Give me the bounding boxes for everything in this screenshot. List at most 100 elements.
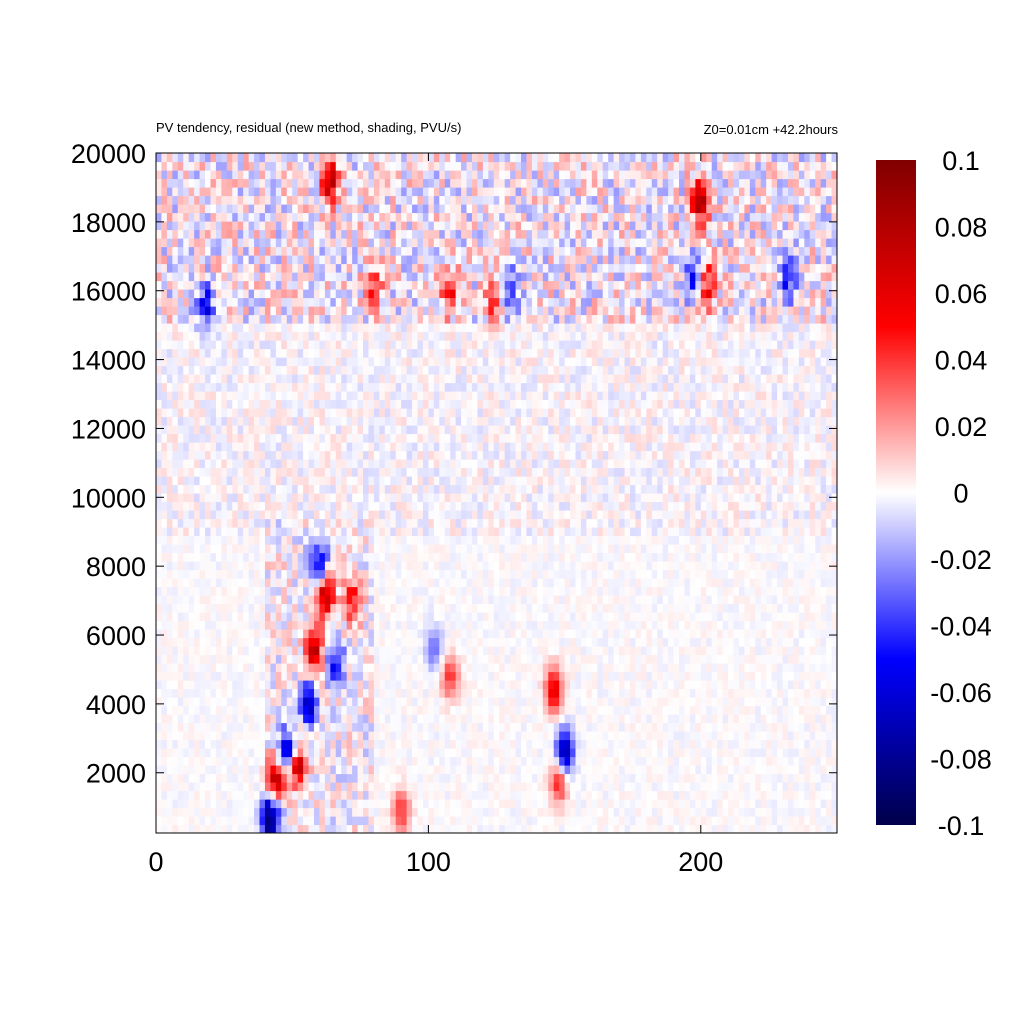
heatmap-cell [766, 714, 773, 724]
heatmap-cell [270, 637, 277, 647]
heatmap-cell [504, 620, 511, 630]
heatmap-cell [346, 824, 353, 833]
heatmap-cell [352, 629, 359, 639]
heatmap-cell [619, 765, 626, 775]
heatmap-cell [395, 620, 402, 630]
heatmap-cell [749, 569, 756, 579]
heatmap-cell [548, 765, 555, 775]
heatmap-cell [450, 799, 457, 809]
heatmap-cell [221, 765, 228, 775]
heatmap-cell [199, 697, 206, 707]
heatmap-cell [793, 544, 800, 554]
heatmap-cell [602, 552, 609, 562]
heatmap-cell [564, 671, 571, 681]
heatmap-cell [695, 824, 702, 833]
heatmap-cell [542, 807, 549, 817]
heatmap-cell [798, 527, 805, 537]
heatmap-cell [640, 544, 647, 554]
heatmap-cell [504, 671, 511, 681]
heatmap-cell [455, 620, 462, 630]
heatmap-cell [602, 739, 609, 749]
heatmap-cell [526, 688, 533, 698]
heatmap-cell [319, 790, 326, 800]
heatmap-cell [439, 569, 446, 579]
heatmap-cell [668, 510, 675, 520]
heatmap-cell [210, 799, 217, 809]
heatmap-cell [826, 773, 833, 783]
heatmap-cell [504, 688, 511, 698]
heatmap-cell [433, 603, 440, 613]
heatmap-cell [738, 620, 745, 630]
heatmap-cell [156, 671, 163, 681]
heatmap-cell [744, 773, 751, 783]
heatmap-cell [205, 578, 212, 588]
heatmap-cell [221, 578, 228, 588]
heatmap-cell [570, 527, 577, 537]
heatmap-cell [237, 620, 244, 630]
heatmap-cell [679, 620, 686, 630]
heatmap-cell [226, 527, 233, 537]
heatmap-cell [744, 544, 751, 554]
heatmap-cell [804, 807, 811, 817]
heatmap-cell [826, 748, 833, 758]
heatmap-cell [673, 501, 680, 511]
heatmap-cell [537, 782, 544, 792]
heatmap-cell [237, 569, 244, 579]
heatmap-cell [237, 782, 244, 792]
heatmap-cell [417, 629, 424, 639]
heatmap-cell [412, 671, 419, 681]
heatmap-cell [684, 552, 691, 562]
heatmap-cell [243, 722, 250, 732]
heatmap-cell [461, 773, 468, 783]
heatmap-cell [477, 714, 484, 724]
heatmap-cell [488, 756, 495, 766]
heatmap-cell [373, 748, 380, 758]
heatmap-cell [368, 569, 375, 579]
heatmap-cell [373, 544, 380, 554]
heatmap-cell [308, 501, 315, 511]
heatmap-cell [183, 578, 190, 588]
heatmap-cell [422, 663, 429, 673]
heatmap-cell [324, 739, 331, 749]
heatmap-cell [466, 595, 473, 605]
heatmap-cell [455, 790, 462, 800]
heatmap-cell [330, 756, 337, 766]
heatmap-cell [357, 739, 364, 749]
heatmap-cell [444, 680, 451, 690]
heatmap-cell [237, 552, 244, 562]
heatmap-cell [183, 799, 190, 809]
heatmap-cell [787, 493, 795, 503]
heatmap-cell [777, 680, 784, 690]
heatmap-cell [804, 527, 811, 537]
heatmap-cell [488, 501, 495, 511]
heatmap-cell [537, 527, 544, 537]
heatmap-cell [373, 739, 380, 749]
heatmap-cell [254, 765, 261, 775]
heatmap-cell [156, 697, 163, 707]
heatmap-cell [373, 527, 380, 537]
heatmap-cell [782, 731, 789, 741]
heatmap-cell [771, 646, 778, 656]
heatmap-cell [477, 697, 484, 707]
heatmap-cell [738, 612, 745, 622]
heatmap-cell [820, 552, 827, 562]
heatmap-cell [264, 612, 272, 622]
heatmap-cell [303, 765, 310, 775]
heatmap-cell [395, 663, 402, 673]
heatmap-cell [613, 739, 620, 749]
heatmap-cell [477, 603, 484, 613]
heatmap-cell [319, 527, 326, 537]
heatmap-cell [548, 816, 555, 826]
heatmap-cell [488, 722, 495, 732]
heatmap-cell [493, 493, 500, 503]
heatmap-cell [335, 731, 342, 741]
heatmap-cell [281, 680, 288, 690]
heatmap-cell [744, 646, 751, 656]
heatmap-cell [221, 739, 228, 749]
heatmap-cell [450, 765, 457, 775]
heatmap-cell [798, 501, 805, 511]
heatmap-cell [461, 697, 468, 707]
heatmap-cell [619, 569, 626, 579]
heatmap-cell [395, 535, 402, 545]
heatmap-cell [597, 688, 604, 698]
